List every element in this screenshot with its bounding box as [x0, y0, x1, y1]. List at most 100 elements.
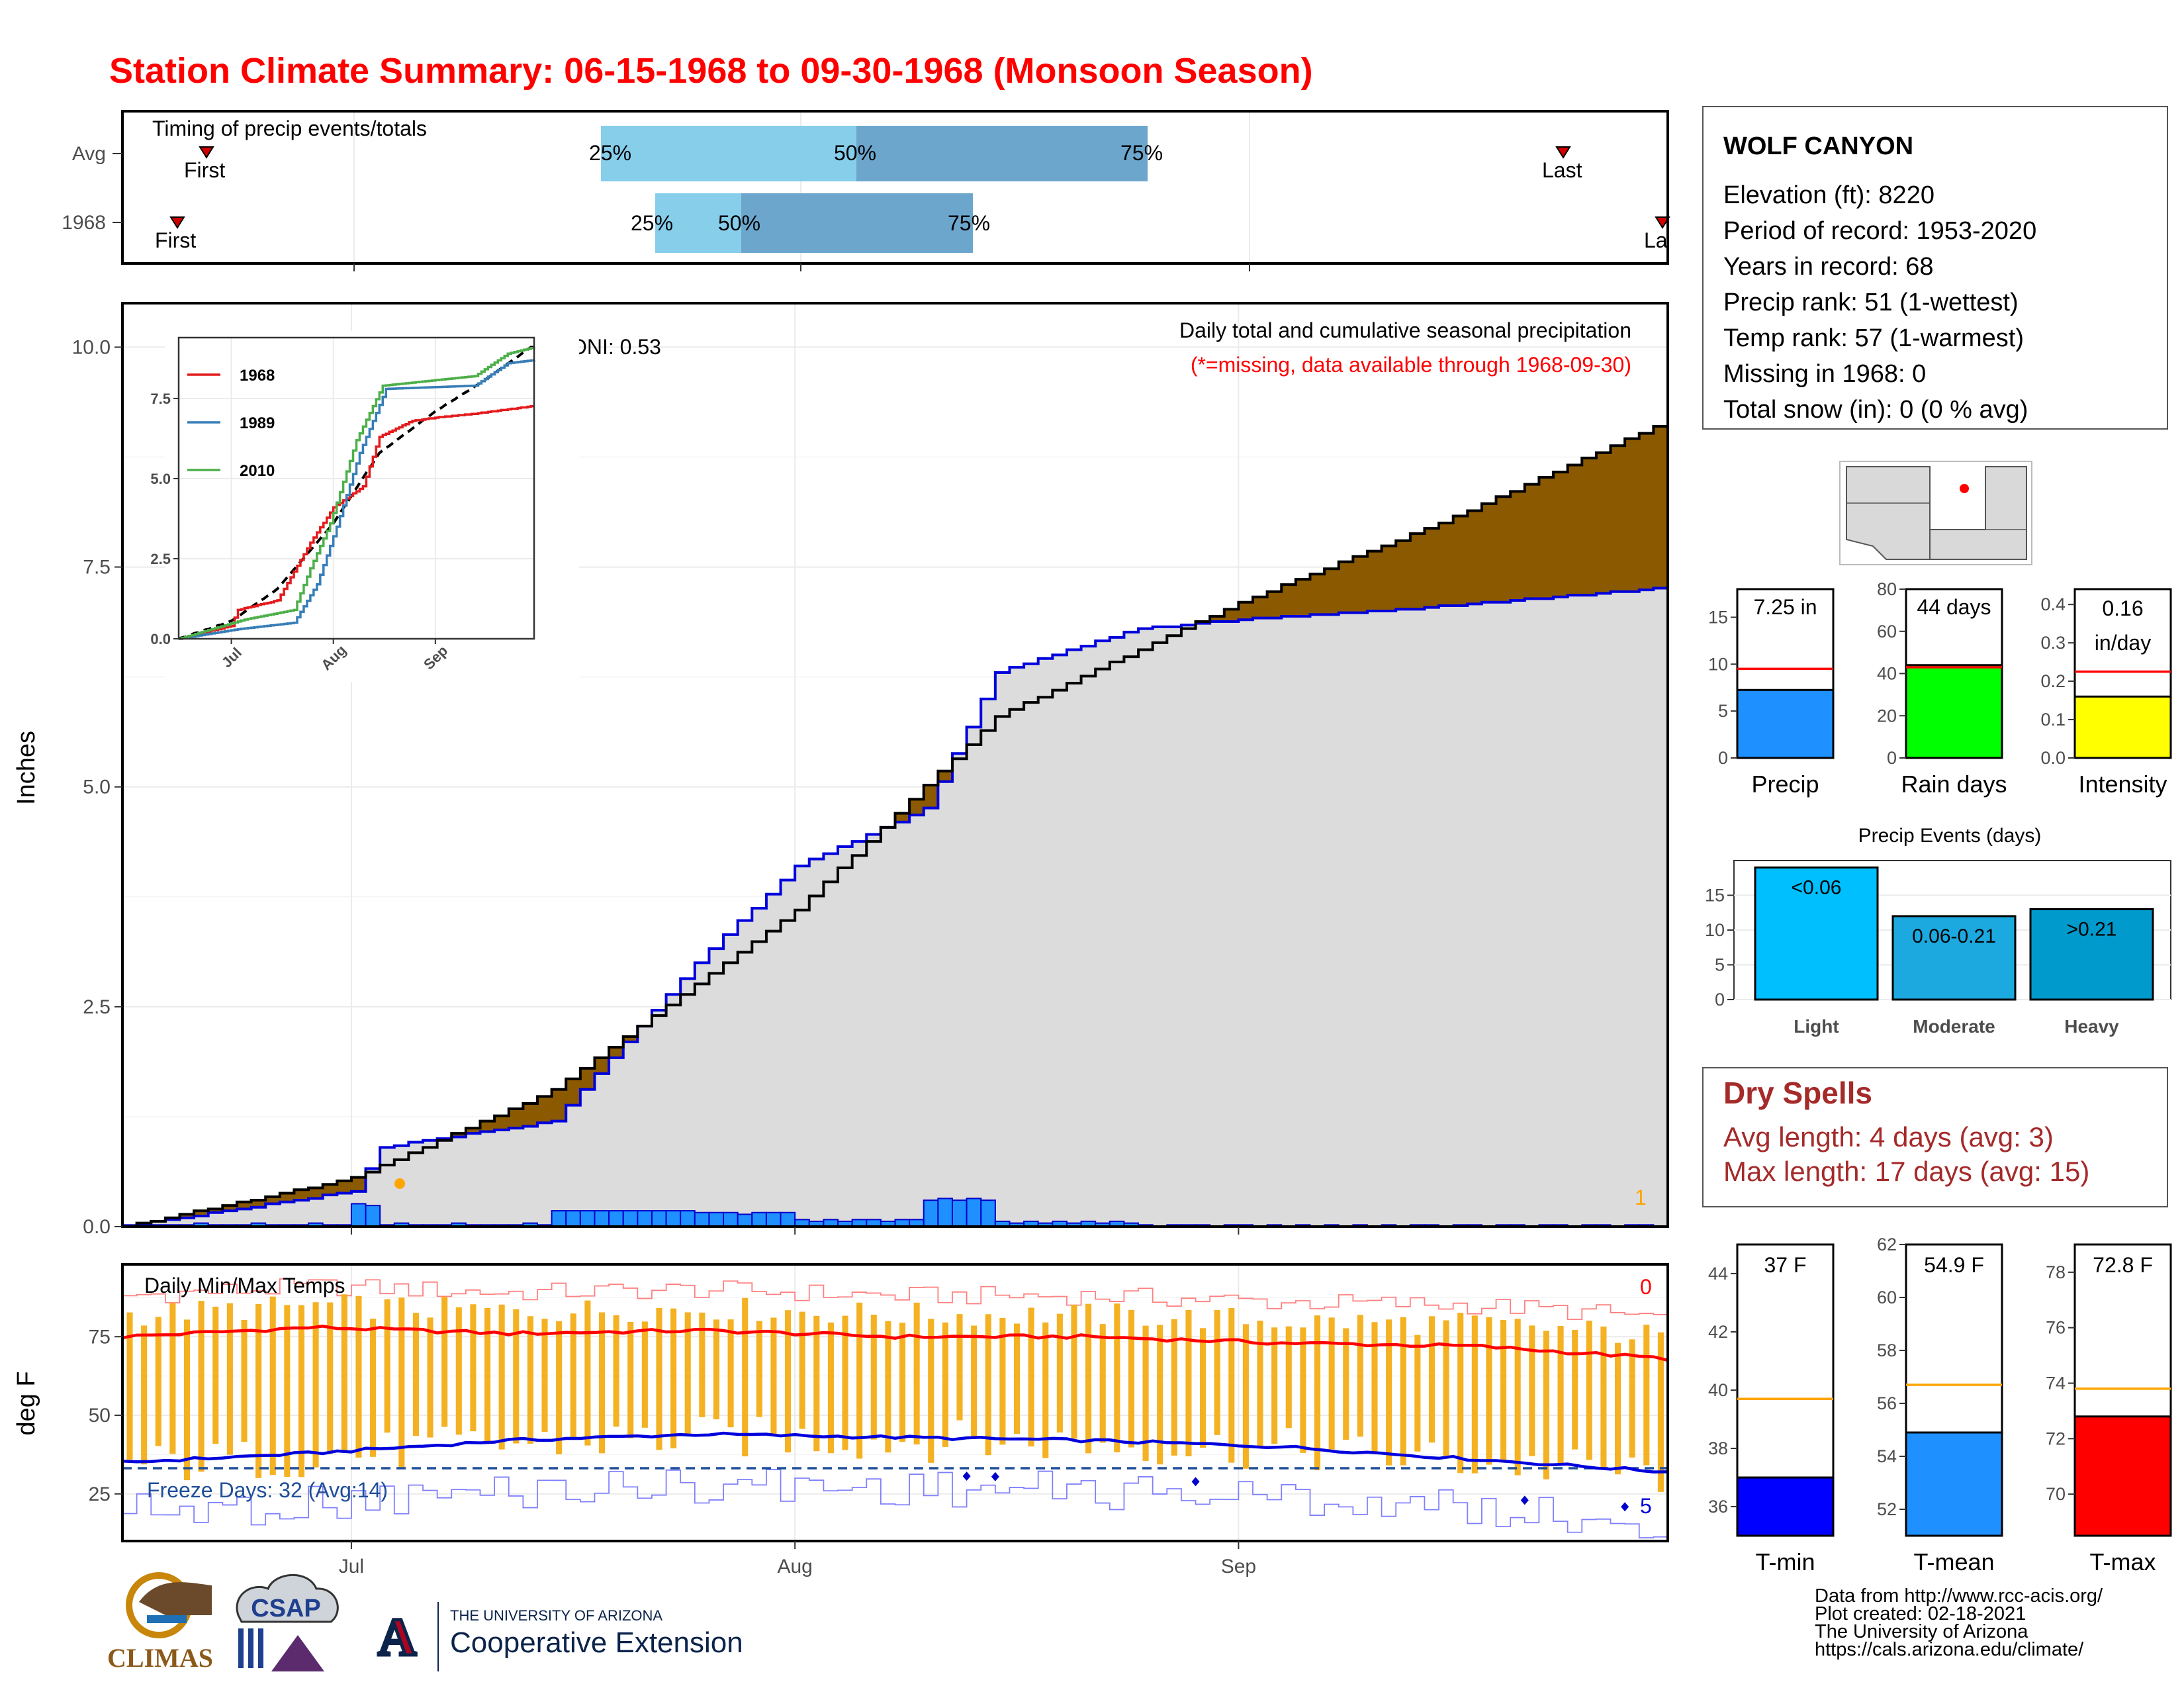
temp-summary-value-bar — [2073, 1415, 2172, 1537]
avg-quartile-bar-light — [601, 126, 856, 181]
record-high-count: 0 — [1640, 1275, 1652, 1299]
daily-temp-bar — [284, 1305, 291, 1477]
daily-temp-bar — [1400, 1317, 1406, 1466]
daily-precip-bar — [723, 1211, 739, 1227]
avg-cumulative-line — [122, 425, 1668, 1228]
freeze-marker — [991, 1472, 999, 1481]
daily-temp-bars — [126, 1294, 1664, 1492]
summary-tick: 0.0 — [2040, 748, 2066, 768]
event-bar-light — [1754, 867, 1879, 1001]
year-q75-label: 75% — [948, 211, 990, 235]
event-bar-moderate — [1891, 915, 2017, 1001]
daily-precip-bar — [622, 1210, 639, 1227]
precip-panel: 1 Daily total and cumulative seasonal pr… — [13, 302, 1669, 1238]
daily-temp-bar — [613, 1315, 619, 1427]
daily-temp-bar — [799, 1311, 805, 1429]
footer-line-3: The University of Arizona — [1815, 1621, 2028, 1642]
temp-x-tick: Aug — [777, 1556, 812, 1577]
summary-tick: 80 — [1877, 579, 1897, 599]
precip-caption: Daily total and cumulative seasonal prec… — [1179, 318, 1631, 342]
avg-min-temp-line — [122, 1431, 1668, 1474]
daily-precip-bar — [579, 1210, 596, 1227]
temp-summary-tick: 52 — [1877, 1499, 1897, 1519]
year-quartile-bar-light — [655, 193, 741, 253]
climas-logo: CLIMAS — [107, 1572, 213, 1673]
temp-summary-tick: 38 — [1708, 1438, 1728, 1458]
summary-bar-rain-days: 0 20 40 60 80 44 days Rain days — [1877, 579, 2007, 798]
daily-temp-bar — [1314, 1315, 1321, 1470]
daily-temp-bar — [1257, 1321, 1263, 1446]
daily-temp-bar — [1171, 1319, 1177, 1456]
temp-x-tick: Jul — [339, 1556, 364, 1577]
summary-tick: 20 — [1877, 706, 1897, 726]
summary-bar-precip: 0 5 10 15 7.25 in Precip — [1708, 588, 1835, 798]
daily-temp-bar — [1543, 1331, 1549, 1479]
daily-temp-bar — [827, 1322, 834, 1454]
summary-bar-label: Precip — [1751, 771, 1819, 798]
temp-y-tick: 50 — [89, 1405, 111, 1427]
footer-line-4: https://cals.arizona.edu/climate/ — [1815, 1639, 2084, 1660]
daily-temp-bar — [1486, 1317, 1492, 1465]
end-count: 1 — [1635, 1186, 1647, 1209]
daily-temp-bar — [1657, 1332, 1664, 1492]
daily-temp-bar — [999, 1317, 1006, 1445]
daily-temp-bar — [570, 1313, 576, 1438]
daily-temp-bar — [1343, 1328, 1349, 1440]
inset-y-tick: 2.5 — [150, 551, 171, 567]
daily-temp-bar — [742, 1297, 749, 1457]
event-y-tick: 15 — [1705, 886, 1725, 906]
daily-temp-bar — [913, 1302, 920, 1445]
daily-temp-bar — [956, 1314, 963, 1421]
missing-marker — [394, 1178, 405, 1189]
avg-quartile-bar-dark — [856, 126, 1148, 181]
dry-spells-box: Dry Spells Avg length: 4 days (avg: 3) M… — [1702, 1067, 2168, 1207]
daily-precip-bar — [608, 1210, 624, 1227]
daily-precip-bar — [751, 1211, 767, 1227]
daily-temp-bar — [541, 1319, 548, 1432]
daily-temp-bar — [470, 1304, 477, 1432]
summary-value-unit: in/day — [2095, 631, 2151, 655]
daily-temp-bar — [1643, 1325, 1650, 1466]
daily-temp-bar — [1142, 1325, 1149, 1461]
inset-legend-1989: 1989 — [240, 414, 275, 432]
climas-logo-text: CLIMAS — [107, 1643, 213, 1673]
event-bar-value: >0.21 — [2067, 919, 2117, 941]
svg-text:A: A — [378, 1609, 416, 1667]
station-line-6: Missing in 1968: 0 — [1723, 360, 1927, 388]
daily-precip-bar — [980, 1199, 996, 1227]
daily-temp-bar — [1371, 1322, 1378, 1452]
daily-temp-bar — [598, 1312, 606, 1454]
daily-temp-bar — [885, 1321, 891, 1453]
daily-temp-bar — [670, 1308, 677, 1448]
summary-tick: 0 — [1718, 748, 1728, 768]
daily-temp-bar — [1099, 1324, 1106, 1443]
summary-bar-label: Rain days — [1901, 771, 2007, 798]
daily-precip-bar — [765, 1211, 782, 1227]
daily-temp-bar — [141, 1325, 148, 1465]
precip-y-tick: 5.0 — [83, 776, 111, 798]
precip-y-tick: 7.5 — [83, 557, 111, 579]
precip-axis-ticks: 0.0 2.5 5.0 7.5 10.0 — [72, 336, 1240, 1238]
summary-tick: 0 — [1887, 748, 1897, 768]
daily-temp-bar — [584, 1300, 591, 1446]
daily-precip-bar — [551, 1210, 567, 1227]
year-last-marker — [1655, 216, 1670, 229]
year-first-label: First — [155, 228, 196, 252]
daily-temp-bar — [870, 1315, 877, 1440]
temp-summary-value-label: 72.8 F — [2093, 1253, 2153, 1277]
daily-temp-bar — [1514, 1319, 1521, 1476]
daily-temp-bar — [785, 1310, 792, 1453]
daily-temp-bar — [727, 1319, 734, 1428]
timing-row-avg: Avg — [72, 143, 106, 165]
precip-y-tick: 10.0 — [72, 336, 111, 358]
temp-summary-tick: 36 — [1708, 1497, 1728, 1517]
temp-summary-t-mean: 52 54 56 58 60 62 54.9 F T-mean — [1877, 1235, 2003, 1575]
daily-temp-bar — [1586, 1321, 1592, 1460]
temp-summary-tick: 58 — [1877, 1340, 1897, 1360]
year-last-label: La — [1644, 228, 1668, 252]
temp-summary-value-bar — [1905, 1431, 2003, 1537]
freeze-marker — [962, 1472, 971, 1481]
daily-temp-bar — [985, 1314, 991, 1456]
daily-temp-bar — [1600, 1326, 1607, 1469]
daily-temp-bar — [155, 1317, 161, 1446]
